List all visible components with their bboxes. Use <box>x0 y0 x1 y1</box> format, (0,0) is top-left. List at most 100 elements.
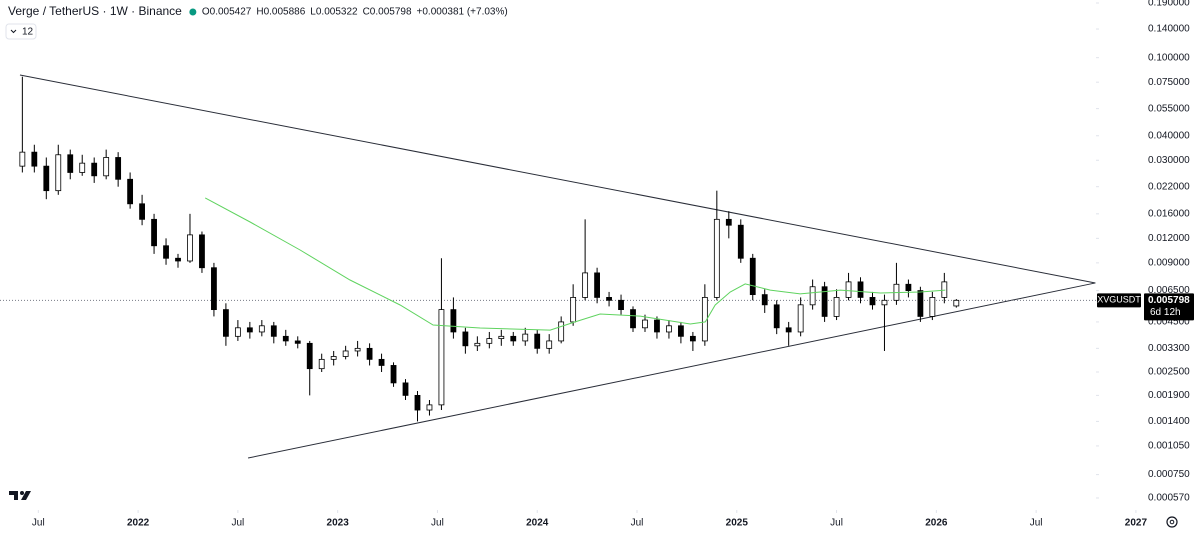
x-tick-label: Jul <box>830 518 843 529</box>
candle-body <box>43 165 50 192</box>
y-tick-label: 0.001050 <box>1148 441 1190 452</box>
candle-body <box>941 281 948 298</box>
y-tick-label: 0.000570 <box>1148 493 1190 504</box>
candle-body <box>809 286 816 306</box>
y-tick-label: 0.190000 <box>1148 0 1190 9</box>
candle-body <box>797 304 804 333</box>
price-label: 0.005798 <box>1148 295 1190 306</box>
candle-body <box>426 404 433 411</box>
candle-body <box>258 325 265 333</box>
candle-body <box>223 309 229 337</box>
y-tick-label: 0.000750 <box>1148 469 1190 480</box>
candle-body <box>450 309 457 333</box>
candle-body <box>917 290 924 317</box>
candle-body <box>785 327 792 333</box>
settings-icon[interactable] <box>1166 516 1178 528</box>
candle-body <box>534 333 541 349</box>
countdown-label: 6d 12h <box>1150 307 1181 318</box>
candle-body <box>67 154 74 173</box>
candle-body <box>31 151 38 167</box>
candle-body <box>570 297 577 323</box>
candle-body <box>953 299 960 307</box>
candle-body <box>689 335 696 342</box>
candle-body <box>246 327 253 333</box>
ohlc-value: C0.005798 <box>363 7 412 18</box>
candle-body <box>582 272 589 298</box>
candle-body <box>761 294 768 306</box>
y-tick-label: 0.004500 <box>1148 317 1190 328</box>
candle-body <box>342 350 349 357</box>
x-tick-label: Jul <box>231 518 244 529</box>
candle-body <box>127 178 134 205</box>
x-tick-label: 2027 <box>1125 518 1148 529</box>
candle-body <box>857 281 864 298</box>
y-tick-label: 0.006500 <box>1148 285 1190 296</box>
y-tick-label: 0.001400 <box>1148 416 1190 427</box>
y-tick-label: 0.022000 <box>1148 181 1190 192</box>
ohlc-value: L0.005322 <box>310 7 358 18</box>
candle-body <box>211 267 217 311</box>
candle-body <box>678 325 684 337</box>
x-tick-label: Jul <box>1030 518 1043 529</box>
indicator-toggle[interactable]: 12 <box>5 23 37 40</box>
candle-body <box>558 321 565 342</box>
candle-body <box>306 342 313 370</box>
candle-body <box>330 356 337 360</box>
candle-body <box>713 218 720 298</box>
candle-body <box>929 297 936 317</box>
chart-title: Verge / TetherUS · 1W · Binance <box>8 4 182 18</box>
candle-body <box>845 281 852 298</box>
header: Verge / TetherUS · 1W · Binance O0.00542… <box>8 4 508 18</box>
candle-body <box>175 257 181 262</box>
trendline <box>19 74 1096 284</box>
ohlc-value: +0.000381 (+7.03%) <box>417 7 508 18</box>
candle-body <box>642 319 648 329</box>
candle-body <box>773 304 780 329</box>
candle-body <box>91 162 98 177</box>
candle-body <box>654 319 660 333</box>
candle-body <box>594 272 600 298</box>
symbol-label: XVGUSDT <box>1097 295 1141 305</box>
candle-body <box>282 335 289 342</box>
price-badge <box>1144 293 1194 321</box>
candle-body <box>630 309 636 329</box>
candle-body <box>270 325 277 337</box>
candle-body <box>378 358 385 366</box>
candle-body <box>510 335 517 342</box>
candle-body <box>462 331 469 347</box>
indicator-count: 12 <box>22 27 34 38</box>
candle-body <box>869 297 876 306</box>
candle-body <box>474 342 481 347</box>
x-tick-label: 2024 <box>526 518 549 529</box>
candle-body <box>522 333 529 342</box>
candle-body <box>666 325 672 333</box>
y-tick-label: 0.040000 <box>1148 130 1190 141</box>
candle-body <box>498 335 505 340</box>
symbol-badge <box>1097 293 1141 308</box>
candle-body <box>414 394 421 411</box>
plot-area <box>0 74 1096 459</box>
candle-body <box>390 365 397 384</box>
x-tick-label: Jul <box>431 518 444 529</box>
candle-body <box>115 157 122 180</box>
candle-body <box>103 157 110 177</box>
y-tick-label: 0.012000 <box>1148 233 1190 244</box>
candle-body <box>366 347 373 360</box>
x-tick-label: 2025 <box>726 518 749 529</box>
candle-body <box>438 309 445 406</box>
x-tick-label: 2026 <box>925 518 948 529</box>
x-tick-label: 2023 <box>327 518 350 529</box>
candle-body <box>55 154 62 192</box>
candle-body <box>234 327 241 337</box>
candle-body <box>881 299 888 306</box>
y-tick-label: 0.140000 <box>1148 24 1190 35</box>
ohlc-value: H0.005886 <box>256 7 305 18</box>
candle-body <box>606 297 612 301</box>
candle-body <box>79 162 86 173</box>
y-tick-label: 0.055000 <box>1148 103 1190 114</box>
ohlc-value: O0.005427 <box>202 7 252 18</box>
candle-body <box>821 286 828 317</box>
y-tick-label: 0.001900 <box>1148 390 1190 401</box>
